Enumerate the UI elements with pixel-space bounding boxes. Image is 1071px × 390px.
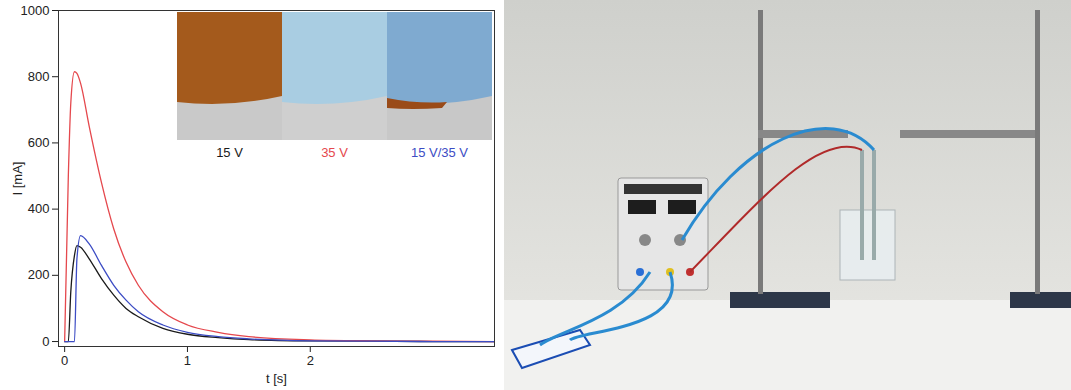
svg-text:1000: 1000: [21, 3, 50, 18]
svg-text:0: 0: [61, 353, 68, 368]
svg-text:t [s]: t [s]: [266, 371, 287, 386]
svg-text:2: 2: [307, 353, 314, 368]
svg-text:800: 800: [28, 69, 50, 84]
html-text:35 V: 35 V: [321, 145, 348, 160]
html-text:15 V: 15 V: [216, 145, 243, 160]
svg-text:1: 1: [184, 353, 191, 368]
html-text:15 V/35 V: 15 V/35 V: [410, 145, 468, 160]
svg-text:I [mA]: I [mA]: [10, 162, 25, 196]
svg-text:200: 200: [28, 267, 50, 282]
svg-text:600: 600: [28, 135, 50, 150]
svg-text:400: 400: [28, 201, 50, 216]
svg-text:0: 0: [42, 334, 49, 349]
